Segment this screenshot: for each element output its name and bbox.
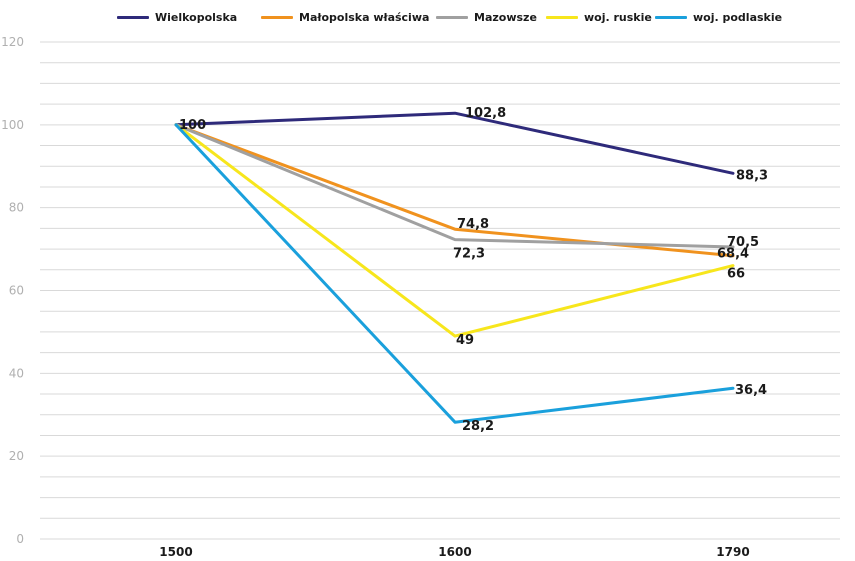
- data-label: 49: [456, 333, 474, 348]
- data-label: 88,3: [736, 168, 768, 183]
- x-axis: 1500 1600 1790: [159, 545, 749, 559]
- legend-item-woj-podlaskie: woj. podlaskie: [655, 8, 782, 26]
- data-label: 74,8: [457, 217, 489, 232]
- series-lines: [174, 111, 735, 424]
- series-line: [174, 123, 735, 249]
- data-labels: 100 102,8 88,3 74,8 68,4 72,3 70,5 49 66 28,2 36,4: [179, 106, 768, 434]
- grid-lines: [40, 41, 840, 540]
- legend-swatch: [436, 15, 468, 19]
- legend-swatch: [261, 15, 293, 19]
- legend: Wielkopolska Małopolska właściwa Mazowsz…: [0, 8, 855, 26]
- y-tick-label: 120: [1, 35, 24, 49]
- y-tick-label: 100: [1, 118, 24, 132]
- legend-item-woj-ruskie: woj. ruskie: [546, 8, 652, 26]
- y-tick-label: 40: [9, 366, 24, 380]
- y-axis: 0 20 40 60 80 100 120: [1, 35, 24, 546]
- legend-item-malopolska: Małopolska właściwa: [261, 8, 429, 26]
- x-tick-label: 1790: [716, 545, 749, 559]
- series-line: [174, 123, 735, 424]
- legend-label: Wielkopolska: [155, 10, 238, 24]
- data-label: 72,3: [453, 247, 485, 262]
- y-tick-label: 60: [9, 284, 24, 298]
- series-line: [174, 123, 735, 258]
- legend-label: Małopolska właściwa: [299, 10, 430, 24]
- data-label: 28,2: [462, 419, 494, 434]
- legend-item-wielkopolska: Wielkopolska: [117, 8, 237, 26]
- y-tick-label: 20: [9, 449, 24, 463]
- legend-label: woj. ruskie: [584, 10, 652, 24]
- data-label: 102,8: [465, 106, 506, 121]
- data-label: 68,4: [717, 247, 749, 262]
- legend-label: woj. podlaskie: [693, 10, 783, 24]
- y-tick-label: 80: [9, 201, 24, 215]
- x-tick-label: 1600: [438, 545, 471, 559]
- data-label: 70,5: [727, 235, 759, 250]
- data-label: 100: [179, 118, 206, 133]
- legend-label: Mazowsze: [474, 10, 537, 24]
- legend-swatch: [117, 15, 149, 19]
- legend-swatch: [546, 15, 578, 19]
- x-tick-label: 1500: [159, 545, 192, 559]
- data-label: 66: [727, 267, 745, 282]
- series-line: [174, 123, 735, 338]
- legend-swatch: [655, 15, 687, 19]
- legend-item-mazowsze: Mazowsze: [436, 8, 537, 26]
- y-tick-label: 0: [16, 532, 24, 546]
- series-line: [174, 111, 735, 175]
- data-label: 36,4: [735, 383, 767, 398]
